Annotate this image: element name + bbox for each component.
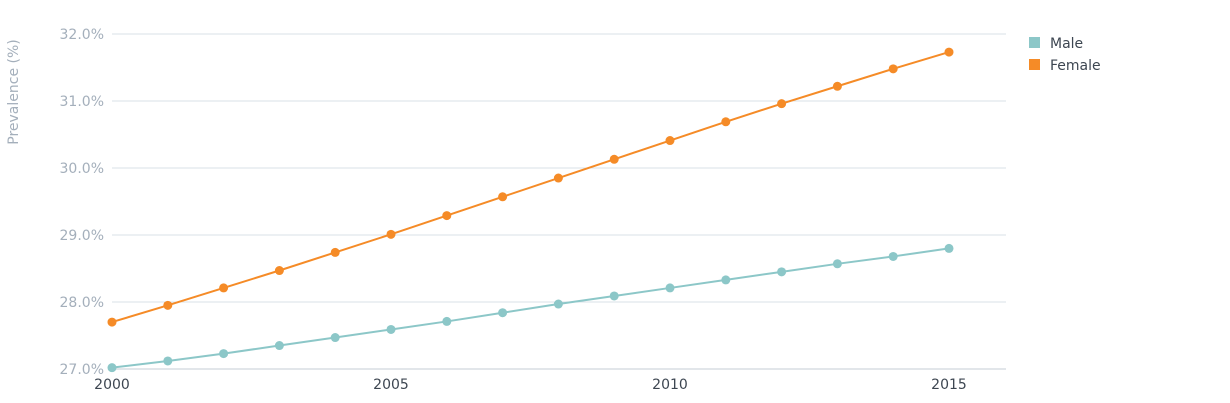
series-male <box>107 243 954 373</box>
data-point-male[interactable] <box>163 356 173 366</box>
data-point-male[interactable] <box>330 333 340 343</box>
data-point-male[interactable] <box>498 308 508 318</box>
gridlines <box>112 33 1006 370</box>
y-tick-label: 30.0% <box>60 161 104 177</box>
y-axis-ticks: 27.0% 28.0% 29.0% 30.0% 31.0% 32.0% <box>60 27 104 378</box>
data-point-female[interactable] <box>944 47 954 57</box>
data-point-female[interactable] <box>330 247 340 257</box>
data-point-female[interactable] <box>888 64 898 74</box>
x-tick-label: 2015 <box>931 377 967 393</box>
data-point-male[interactable] <box>832 259 842 269</box>
data-point-male[interactable] <box>721 275 731 285</box>
data-point-female[interactable] <box>665 136 675 146</box>
data-point-male[interactable] <box>219 349 229 359</box>
data-point-female[interactable] <box>163 300 173 310</box>
data-point-female[interactable] <box>219 283 229 293</box>
legend-label: Male <box>1050 36 1083 52</box>
data-point-female[interactable] <box>777 99 787 109</box>
y-tick-label: 27.0% <box>60 362 104 378</box>
data-point-male[interactable] <box>665 283 675 293</box>
y-axis-label: Prevalence (%) <box>6 39 22 145</box>
x-tick-label: 2010 <box>652 377 688 393</box>
series-line-female <box>111 51 950 324</box>
data-point-female[interactable] <box>832 81 842 91</box>
data-point-female[interactable] <box>498 192 508 202</box>
data-point-female[interactable] <box>386 229 396 239</box>
data-point-male[interactable] <box>888 251 898 261</box>
series-female <box>107 47 954 327</box>
x-tick-label: 2005 <box>373 377 409 393</box>
data-point-female[interactable] <box>442 211 452 221</box>
legend-swatch <box>1029 59 1040 70</box>
data-point-male[interactable] <box>609 291 619 301</box>
legend-label: Female <box>1050 58 1101 74</box>
data-point-female[interactable] <box>107 317 117 327</box>
data-point-male[interactable] <box>274 341 284 351</box>
data-point-male[interactable] <box>777 267 787 277</box>
data-point-male[interactable] <box>944 243 954 253</box>
data-point-male[interactable] <box>107 363 117 373</box>
data-point-female[interactable] <box>609 154 619 164</box>
y-tick-label: 29.0% <box>60 228 104 244</box>
series-line-male <box>111 247 950 369</box>
data-point-male[interactable] <box>386 324 396 334</box>
y-tick-label: 28.0% <box>60 295 104 311</box>
data-point-male[interactable] <box>553 299 563 309</box>
data-point-female[interactable] <box>721 117 731 127</box>
x-tick-label: 2000 <box>94 377 130 393</box>
series-lines <box>107 47 954 373</box>
data-point-female[interactable] <box>553 173 563 183</box>
y-tick-label: 32.0% <box>60 27 104 43</box>
x-axis-ticks: 2000 2005 2010 2015 <box>94 377 967 393</box>
legend-item-male[interactable]: Male <box>1029 36 1083 52</box>
legend: Male Female <box>1029 36 1101 74</box>
data-point-male[interactable] <box>442 316 452 326</box>
legend-item-female[interactable]: Female <box>1029 58 1101 74</box>
data-point-female[interactable] <box>274 266 284 276</box>
legend-swatch <box>1029 37 1040 48</box>
y-tick-label: 31.0% <box>60 94 104 110</box>
